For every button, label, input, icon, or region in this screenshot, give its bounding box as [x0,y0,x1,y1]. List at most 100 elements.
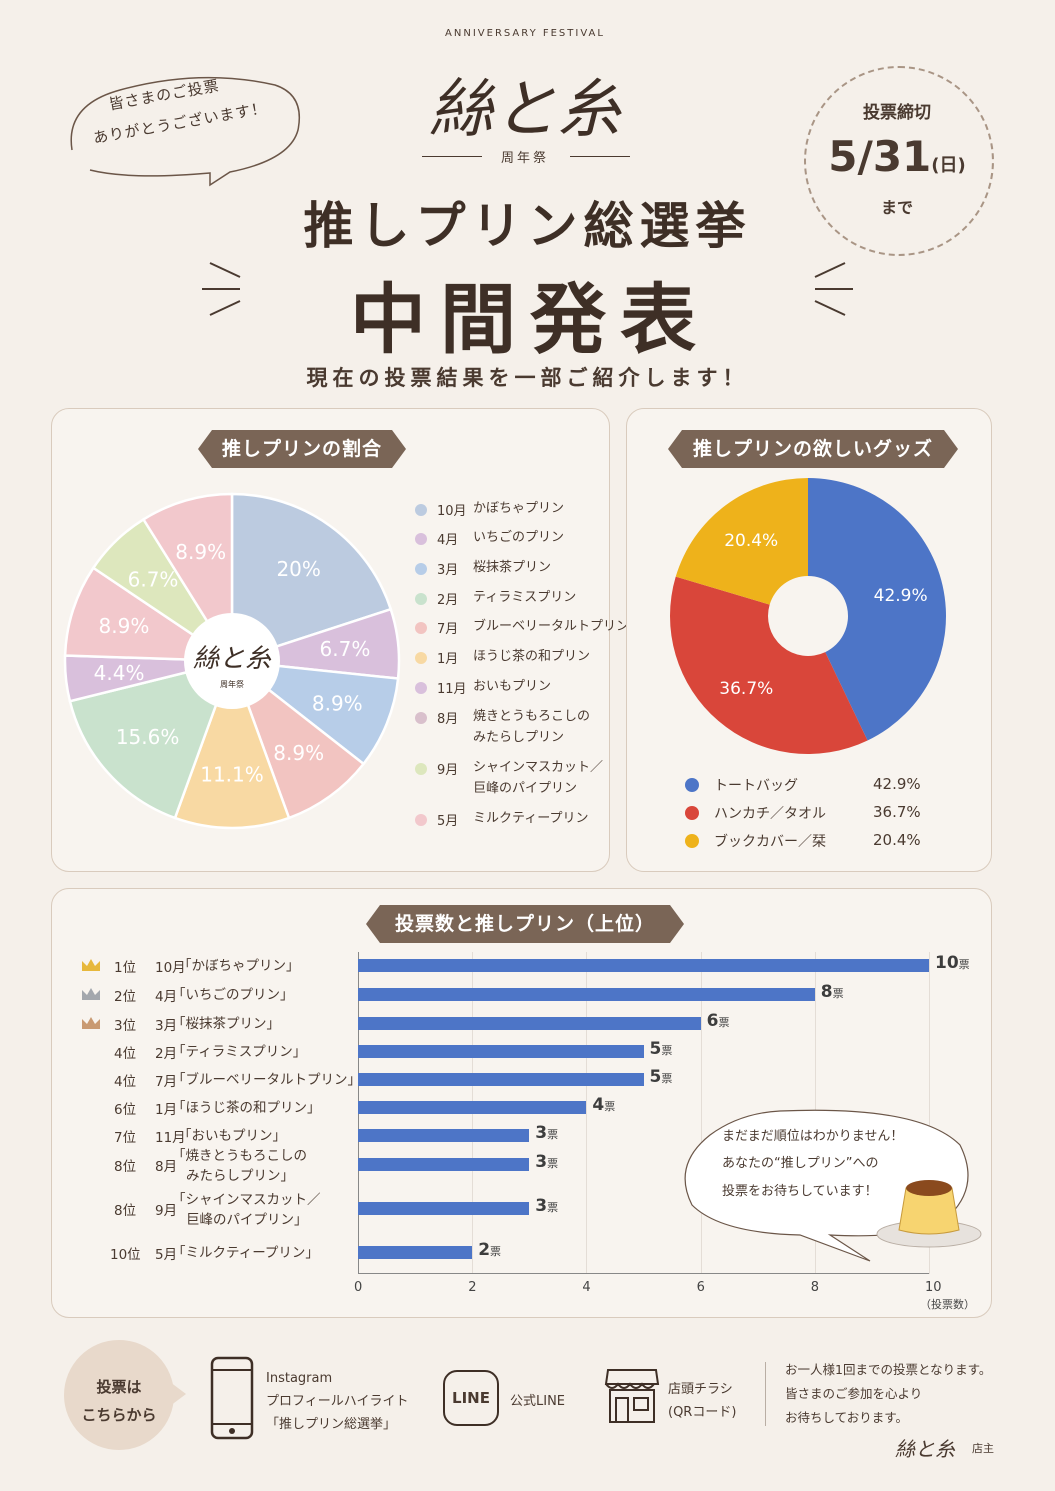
vote-here-arrow [170,1382,186,1406]
x-tick-label: 10 [925,1280,942,1295]
legend-month: 4月 [437,533,459,548]
note-line2: 皆さまのご参加を心より [785,1386,923,1401]
ranking-bar-value: 6票 [706,1011,730,1031]
rank-name: 「ミルクティープリン」 [172,1245,319,1261]
rank-month: 11月 [155,1130,186,1146]
deadline-day: (日) [931,155,966,176]
smartphone-icon [210,1356,254,1440]
rank-name: 「ほうじ茶の和プリン」 [172,1100,321,1116]
goods-legend-label: ハンカチ／タオル [714,806,826,822]
legend-swatch [415,682,427,694]
ranking-bar-value: 3票 [535,1196,559,1216]
crown-icon [80,957,102,973]
ranking-bar [358,1101,587,1114]
x-axis [358,1273,929,1274]
ranking-bar [358,1073,644,1086]
x-tick-label: 0 [354,1280,363,1295]
line-link[interactable]: 公式LINE [510,1394,566,1409]
deadline-date-wrap: 5/31(日) [804,132,990,181]
legend-month: 10月 [437,504,467,519]
ranking-bar-value: 5票 [649,1039,673,1059]
legend-month: 11月 [437,682,467,697]
goods-slice-label: 36.7% [719,679,773,699]
rank-month: 3月 [155,1018,178,1034]
legend-month: 9月 [437,763,459,778]
goods-legend-value: 42.9% [873,775,921,793]
rank-month: 2月 [155,1046,178,1062]
instagram-link[interactable]: Instagram プロフィールハイライト 「推しプリン総選挙」 [266,1367,408,1436]
goods-legend-swatch [685,778,699,792]
logo: 絲と糸 [429,73,621,147]
thanks-speech-outline [70,76,300,187]
vote-here-line1: 投票は [96,1378,142,1396]
legend-swatch [415,652,427,664]
legend-name: ティラミスプリン [473,590,577,605]
rank-name: 「ブルーベリータルトプリン」 [172,1072,361,1088]
logo-divider-left [422,156,482,157]
legend-swatch [415,504,427,516]
rank-name: 「おいもプリン」 [178,1128,286,1144]
rank-label: 4位 [114,1046,137,1062]
rank-label: 6位 [114,1102,137,1118]
legend-swatch [415,563,427,575]
pie-share-slice-label: 6.7% [320,637,371,661]
line-icon: LINE [443,1370,499,1426]
sparkle-lines-left [202,262,241,316]
comment-line3: 投票をお待ちしています！ [722,1184,878,1199]
goods-slice [675,478,808,605]
legend-name: 桜抹茶プリン [473,560,552,575]
rank-name: 「シャインマスカット／ 巨峰のパイプリン」 [172,1192,321,1228]
pie-share-slice [229,657,366,820]
crown-icon [80,1015,102,1031]
pie-share-slice [227,659,400,766]
pie-share-title: 推しプリンの割合 [198,430,406,468]
vote-here-badge [64,1340,174,1450]
instagram-line1: Instagram [266,1371,333,1386]
legend-swatch [415,593,427,605]
x-tick-label: 4 [582,1280,591,1295]
rank-month: 1月 [155,1102,178,1118]
goods-slice [808,478,946,741]
note-line3: お待ちしております。 [785,1410,909,1425]
ranking-bar [358,1202,530,1215]
ranking-bar [358,1045,644,1058]
footer-divider [765,1362,766,1426]
legend-name: おいもプリン [473,679,552,694]
deadline-badge [804,66,994,256]
pie-center-badge [184,613,280,709]
signature: 絲と糸 [895,1437,955,1461]
goods-slice-label: 42.9% [874,586,928,606]
ranking-bar [358,959,929,972]
x-gridline [700,952,702,1274]
rank-month: 5月 [155,1247,178,1263]
deadline-date: 5/31 [828,132,932,181]
ranking-bar-value: 3票 [535,1152,559,1172]
ranking-bar [358,1129,530,1142]
legend-name: かぼちゃプリン [473,501,565,516]
rank-month: 9月 [155,1203,178,1219]
legend-month: 1月 [437,652,459,667]
pie-share-slice [173,657,291,830]
x-gridline [586,952,588,1274]
instagram-line3: 「推しプリン総選挙」 [266,1417,397,1432]
instagram-line2: プロフィールハイライト [266,1394,409,1409]
pie-center-logo-sub: 周年祭 [220,679,244,689]
ranking-bar-value: 2票 [478,1240,502,1260]
goods-legend-label: トートバッグ [714,778,798,794]
rank-name: 「ティラミスプリン」 [172,1044,307,1060]
rank-label: 8位 [114,1159,137,1175]
x-gridline [929,952,930,1274]
legend-name: ミルクティープリン [473,811,589,826]
legend-month: 5月 [437,814,459,829]
pie-share-slice-label: 6.7% [128,567,179,591]
note-line1: お一人様1回までの投票となります。 [785,1362,992,1377]
shop-flyer-link[interactable]: 店頭チラシ (QRコード) [668,1378,736,1424]
goods-legend-value: 36.7% [873,803,921,821]
goods-slice [670,576,868,754]
legend-swatch [415,763,427,775]
comment-line1: まだまだ順位はわかりません！ [722,1129,904,1144]
legend-swatch [415,712,427,724]
ranking-title: 投票数と推しプリン（上位） [366,905,684,943]
pie-share-slice-label: 11.1% [200,763,264,787]
ranking-bar [358,988,815,1001]
